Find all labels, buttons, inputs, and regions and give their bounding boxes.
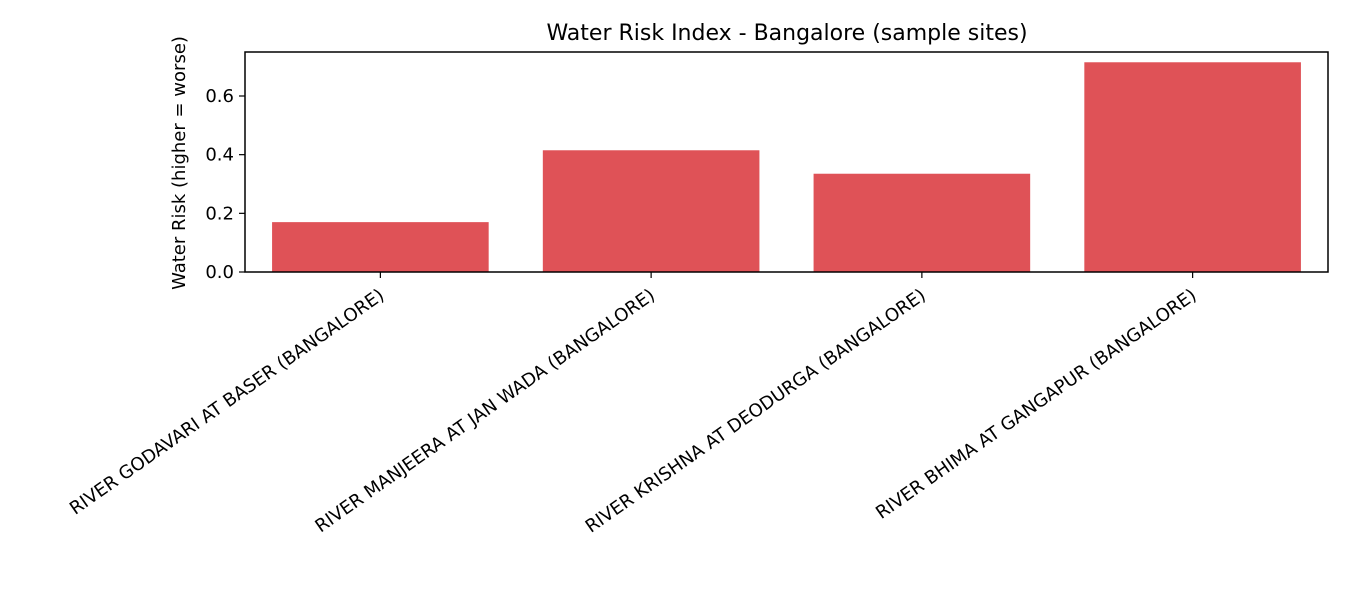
bars-group: [272, 62, 1301, 273]
bar-3: [813, 173, 1031, 272]
bar-2: [542, 150, 760, 272]
y-tick-label-1: 0.0: [205, 262, 234, 283]
bar-1: [272, 222, 489, 272]
y-tick-label-4: 0.6: [205, 86, 234, 107]
y-axis-label: Water Risk (higher = worse): [169, 36, 190, 290]
y-tick-label-3: 0.4: [205, 145, 234, 166]
bar-4: [1084, 62, 1301, 273]
y-tick-label-2: 0.2: [205, 203, 234, 224]
chart-title: Water Risk Index - Bangalore (sample sit…: [546, 21, 1027, 46]
plot-frame: [244, 51, 1329, 273]
y-ticks-group: 0.0 0.2 0.4 0.6: [205, 86, 245, 283]
